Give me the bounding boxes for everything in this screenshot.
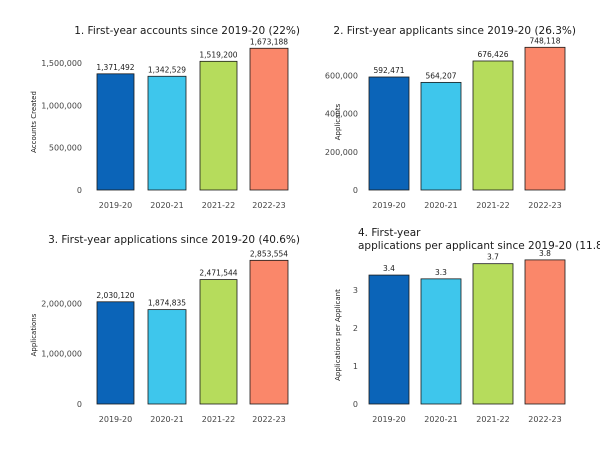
y-tick-label: 200,000 (325, 148, 358, 157)
chart-panel-1: 1. First-year accounts since 2019-20 (22… (30, 25, 300, 210)
x-tick-label: 2019-20 (372, 201, 405, 210)
bar-2021-22 (199, 279, 238, 405)
x-tick-label: 2019-20 (99, 201, 132, 210)
data-label: 676,426 (477, 50, 508, 59)
y-tick-label: 500,000 (49, 144, 82, 153)
data-label: 1,673,188 (250, 37, 288, 46)
data-label: 592,471 (373, 66, 404, 75)
chart-panel-3: 3. First-year applications since 2019-20… (30, 234, 300, 424)
bar-2020-21 (420, 81, 462, 191)
data-label: 1,874,835 (148, 299, 186, 308)
data-label: 2,853,554 (250, 249, 288, 258)
y-tick-label: 0 (353, 186, 358, 195)
x-tick-label: 2020-21 (150, 415, 183, 424)
y-tick-label: 1,000,000 (41, 350, 82, 359)
data-label: 1,371,492 (96, 63, 134, 72)
data-label: 3.3 (435, 268, 447, 277)
bar-2022-23 (524, 46, 566, 191)
y-axis-label: Applications per Applicant (334, 289, 342, 381)
x-tick-label: 2019-20 (99, 415, 132, 424)
data-label: 3.4 (383, 264, 395, 273)
y-tick-label: 0 (353, 400, 358, 409)
bar-2022-23 (249, 47, 289, 191)
data-label: 2,471,544 (199, 269, 237, 278)
data-label: 2,030,120 (96, 291, 134, 300)
bar-2021-22 (472, 263, 514, 405)
y-axis-label: Applicants (334, 103, 342, 140)
y-tick-label: 0 (77, 186, 82, 195)
x-tick-label: 2021-22 (202, 201, 235, 210)
y-tick-label: 2 (353, 324, 358, 333)
y-tick-label: 600,000 (325, 72, 358, 81)
y-axis-label: Accounts Created (30, 91, 38, 153)
bar-2021-22 (472, 60, 514, 191)
data-label: 3.8 (539, 249, 551, 258)
data-label: 3.7 (487, 253, 499, 262)
data-label: 564,207 (425, 71, 456, 80)
chart-title: 1. First-year accounts since 2019-20 (22… (74, 25, 300, 37)
y-tick-label: 1,500,000 (41, 59, 82, 68)
chart-panel-2: 2. First-year applicants since 2019-20 (… (325, 25, 576, 210)
y-axis-label: Applications (30, 313, 38, 356)
x-tick-label: 2019-20 (372, 415, 405, 424)
x-tick-label: 2022-23 (528, 201, 561, 210)
x-tick-label: 2021-22 (202, 415, 235, 424)
bar-2019-20 (96, 301, 135, 405)
bar-2019-20 (96, 73, 135, 191)
bar-2020-21 (147, 75, 187, 191)
x-tick-label: 2021-22 (476, 415, 509, 424)
y-tick-label: 1,000,000 (41, 101, 82, 110)
bar-2020-21 (420, 278, 462, 405)
chart-title: applications per applicant since 2019-20… (358, 240, 600, 252)
x-tick-label: 2020-21 (424, 415, 457, 424)
data-label: 1,519,200 (199, 50, 237, 59)
bar-2022-23 (524, 259, 566, 405)
y-tick-label: 400,000 (325, 110, 358, 119)
y-tick-label: 1 (353, 362, 358, 371)
chart-title: 2. First-year applicants since 2019-20 (… (333, 25, 576, 37)
chart-title: 4. First-year (358, 227, 421, 239)
y-tick-label: 0 (77, 400, 82, 409)
bar-2020-21 (147, 309, 187, 405)
x-tick-label: 2022-23 (252, 201, 285, 210)
bar-2019-20 (368, 274, 410, 405)
x-tick-label: 2022-23 (528, 415, 561, 424)
chart-title: 3. First-year applications since 2019-20… (48, 234, 300, 246)
x-tick-label: 2020-21 (150, 201, 183, 210)
bar-2022-23 (249, 259, 289, 405)
bar-2021-22 (199, 60, 238, 191)
y-tick-label: 3 (353, 286, 358, 295)
data-label: 1,342,529 (148, 65, 186, 74)
x-tick-label: 2022-23 (252, 415, 285, 424)
bar-2019-20 (368, 76, 410, 191)
x-tick-label: 2021-22 (476, 201, 509, 210)
data-label: 748,118 (529, 36, 560, 45)
y-tick-label: 2,000,000 (41, 299, 82, 308)
x-tick-label: 2020-21 (424, 201, 457, 210)
